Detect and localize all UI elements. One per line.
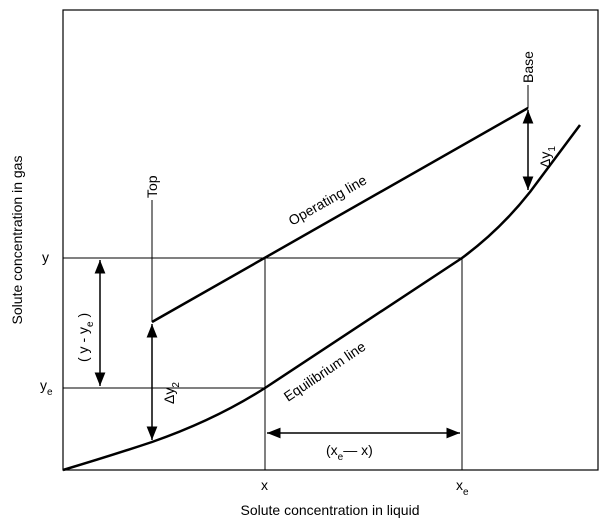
- label-sub: e: [85, 321, 96, 327]
- label-main: x: [261, 477, 268, 493]
- label-sub: e: [338, 452, 344, 463]
- base-label: Base: [520, 51, 536, 83]
- operating-line-label: Operating line: [286, 172, 370, 229]
- label-main: Δy: [161, 388, 177, 404]
- frame: [62, 9, 599, 471]
- dy1-label: Δy1: [537, 146, 558, 168]
- label-pre: ( y - y: [75, 327, 91, 362]
- equilibrium-line: [62, 124, 582, 472]
- label-sub: 1: [547, 146, 558, 152]
- label-post: ): [75, 313, 91, 322]
- dy2-label: Δy2: [161, 382, 182, 404]
- x-diff-label: (xe— x): [326, 442, 373, 463]
- y-tick-label: y: [42, 249, 49, 265]
- y-diff-label: ( y - ye ): [75, 313, 96, 362]
- label-sub: e: [463, 487, 469, 498]
- operating-line: [151, 106, 529, 324]
- ye-tick-label: ye: [40, 377, 53, 398]
- label-sub: 2: [171, 382, 182, 388]
- label-main: y: [42, 249, 49, 265]
- label-main: Δy: [537, 152, 553, 168]
- xe-tick-label: xe: [456, 477, 469, 498]
- label-pre: (x: [326, 442, 338, 458]
- label-main: x: [456, 477, 463, 493]
- x-tick-label: x: [261, 477, 268, 493]
- top-label: Top: [144, 175, 160, 198]
- label-post: — x): [343, 442, 373, 458]
- label-main: y: [40, 377, 47, 393]
- x-axis-label: Solute concentration in liquid: [240, 502, 419, 518]
- y-axis-label: Solute concentration in gas: [9, 156, 25, 325]
- label-sub: e: [47, 387, 53, 398]
